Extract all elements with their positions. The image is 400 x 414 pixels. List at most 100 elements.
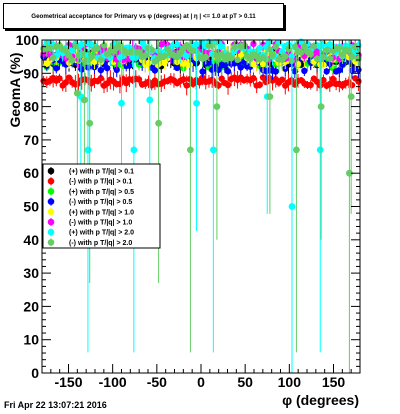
data-point [78, 50, 85, 57]
legend-label: (+) with p T/|q| > 0.1 [69, 169, 134, 176]
data-point [291, 68, 299, 75]
x-tick-label: 0 [197, 374, 205, 390]
data-point [224, 81, 232, 89]
data-point [307, 81, 314, 89]
y-tick-label: 100 [16, 32, 40, 48]
outlier-point [146, 96, 154, 104]
outlier-point [193, 99, 200, 107]
data-point [49, 54, 57, 61]
data-point [135, 48, 143, 56]
legend-label: (-) with p T/|q| > 0.1 [69, 179, 132, 186]
x-tick-label: -50 [147, 374, 167, 390]
x-axis-label: φ (degrees) [282, 392, 359, 408]
outlier-point [317, 103, 325, 110]
data-point [259, 60, 267, 68]
data-point [53, 65, 60, 72]
data-point [65, 74, 73, 81]
outlier-point [118, 99, 125, 107]
data-point [336, 44, 343, 52]
legend-entry-1: (-) with p T/|q| > 0.1 [47, 177, 132, 186]
outlier-point [266, 93, 274, 101]
y-tick-label: 0 [31, 365, 39, 381]
x-tick-label: 100 [278, 374, 302, 390]
data-point [154, 47, 162, 54]
data-point [336, 67, 343, 74]
legend-entry-2: (+) with p T/|q| > 0.5 [47, 187, 134, 196]
data-point [355, 78, 362, 85]
data-point [250, 40, 257, 48]
data-point [62, 79, 70, 86]
data-point [135, 76, 143, 83]
data-point [307, 50, 314, 58]
legend-marker [47, 177, 55, 185]
x-tick-label: 50 [237, 374, 253, 390]
legend-box [42, 163, 161, 249]
outlier-point [84, 146, 92, 154]
data-point [65, 52, 73, 59]
legend-label: (+) with p T/|q| > 1.0 [69, 209, 134, 216]
data-point [173, 53, 181, 61]
legend-label: (-) with p T/|q| > 0.5 [69, 199, 132, 206]
data-point [97, 75, 105, 82]
data-point [205, 59, 213, 66]
data-point [272, 43, 279, 51]
data-point [196, 79, 203, 86]
data-point [161, 52, 168, 60]
data-point [173, 64, 181, 72]
data-point [301, 43, 308, 50]
x-tick-label: 150 [322, 374, 346, 390]
legend-marker [47, 167, 55, 175]
data-point [240, 42, 248, 49]
data-point [348, 53, 356, 60]
y-tick-label: 70 [23, 132, 39, 148]
data-point [100, 42, 108, 49]
data-point [259, 74, 267, 81]
outlier-point [213, 103, 221, 110]
data-point [186, 61, 194, 68]
data-point [326, 55, 333, 62]
data-point [218, 75, 225, 82]
data-point [323, 46, 330, 54]
legend-label: (-) with p T/|q| > 1.0 [69, 220, 132, 227]
data-point [56, 75, 63, 82]
data-point [228, 54, 235, 62]
legend-marker [47, 208, 55, 216]
data-point [221, 61, 229, 69]
data-point [94, 44, 101, 52]
outlier-point [187, 146, 194, 154]
data-point [183, 52, 190, 60]
data-point [234, 56, 241, 64]
legend-entry-6: (+) with p T/|q| > 2.0 [47, 228, 134, 237]
data-point [78, 66, 85, 73]
data-point [113, 66, 120, 74]
data-point [301, 67, 308, 75]
data-point [266, 45, 273, 53]
y-axis-label: GeomA (%) [7, 53, 23, 128]
data-point [161, 59, 168, 67]
outlier-point [209, 146, 217, 154]
outlier-point [293, 146, 300, 154]
legend-marker [47, 239, 55, 246]
legend-entry-0: (+) with p T/|q| > 0.1 [47, 167, 134, 176]
data-point [272, 68, 279, 75]
data-point [97, 56, 105, 64]
data-point [297, 49, 305, 56]
data-point [218, 51, 225, 58]
legend-marker [47, 228, 55, 236]
outlier-point [316, 146, 324, 154]
data-point [310, 42, 318, 50]
data-point [269, 52, 276, 59]
data-point [186, 75, 194, 83]
data-point [250, 75, 257, 82]
data-point [78, 41, 85, 48]
legend-marker [47, 198, 55, 205]
data-point [218, 43, 225, 50]
data-point [183, 82, 190, 89]
outlier-point [288, 203, 296, 210]
data-point [202, 53, 209, 61]
outlier-point [86, 119, 94, 127]
legend-marker [47, 188, 55, 195]
data-point [329, 75, 337, 83]
data-point [177, 49, 184, 56]
data-point [282, 53, 289, 60]
